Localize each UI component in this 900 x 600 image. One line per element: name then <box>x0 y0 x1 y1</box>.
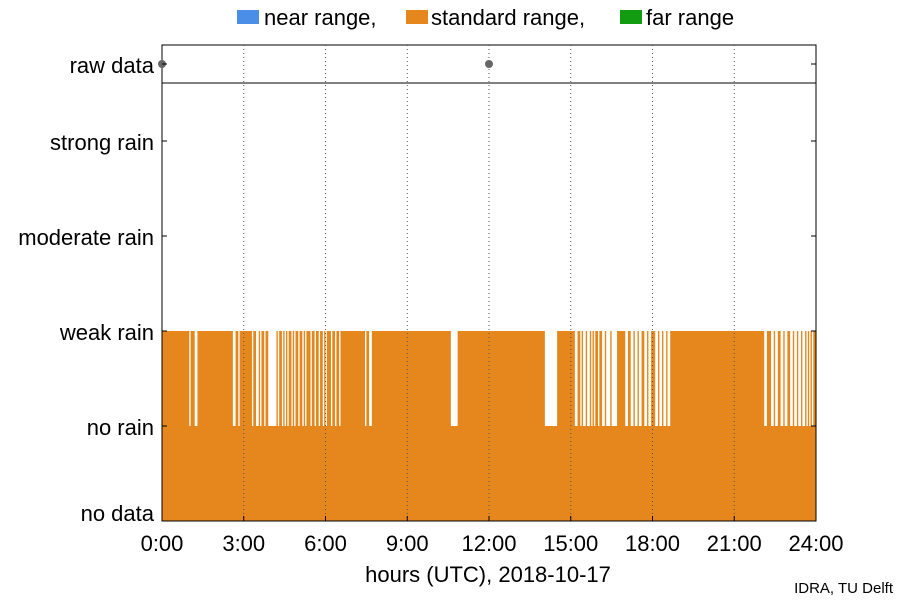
bar-weak-rain <box>599 331 603 426</box>
x-tick-label: 9:00 <box>386 531 429 556</box>
y-tick-label: no data <box>81 501 155 526</box>
bar-weak-rain <box>787 331 791 426</box>
bar-weak-rain <box>295 331 299 426</box>
bar-weak-rain <box>670 331 765 426</box>
x-tick-label: 18:00 <box>625 531 680 556</box>
bar-weak-rain <box>283 331 285 426</box>
grid-lines <box>243 45 735 521</box>
bar-weak-rain <box>258 331 261 426</box>
bar-weak-rain <box>581 331 584 426</box>
bar-weak-rain <box>315 331 319 426</box>
bar-weak-rain <box>190 331 195 426</box>
raw-data-label: raw data <box>70 53 155 78</box>
bar-weak-rain <box>805 331 807 426</box>
bar-weak-rain <box>617 331 626 426</box>
bar-weak-rain <box>777 331 781 426</box>
bar-weak-rain <box>604 331 607 426</box>
legend-label-near-range: near range, <box>264 5 377 30</box>
bar-weak-rain <box>285 331 288 426</box>
y-tick-label: moderate rain <box>18 225 154 250</box>
legend-label-standard-range: standard range, <box>431 5 585 30</box>
y-tick-label: weak rain <box>59 320 154 345</box>
bar-weak-rain <box>276 331 278 426</box>
bar-weak-rain <box>332 331 336 426</box>
bar-weak-rain <box>340 331 366 426</box>
bar-weak-rain <box>633 331 635 426</box>
bar-weak-rain <box>657 331 660 426</box>
bar-weak-rain <box>235 331 239 426</box>
bar-weak-rain <box>641 331 645 426</box>
legend: near range, standard range, far range <box>237 5 734 30</box>
x-tick-label: 12:00 <box>461 531 516 556</box>
bar-weak-rain <box>577 331 581 426</box>
bar-weak-rain <box>336 331 340 426</box>
bar-weak-rain <box>320 331 323 426</box>
legend-swatch-near-range <box>237 10 259 24</box>
bar-weak-rain <box>662 331 664 426</box>
bar-weak-rain <box>239 331 252 426</box>
y-tick-label: no rain <box>87 415 154 440</box>
bar-weak-rain <box>666 331 668 426</box>
bar-weak-rain <box>371 331 451 426</box>
bar-weak-rain <box>311 331 315 426</box>
bar-weak-rain <box>801 331 803 426</box>
y-axis: no data no rain weak rain moderate rain stro… <box>18 63 816 526</box>
bar-weak-rain <box>792 331 795 426</box>
bar-weak-rain <box>595 331 598 426</box>
bar-weak-rain <box>197 331 233 426</box>
bar-weak-rain <box>279 331 282 426</box>
y-tick-label: strong rain <box>50 130 154 155</box>
x-tick-label: 3:00 <box>222 531 265 556</box>
bar-weak-rain <box>773 331 776 426</box>
bar-weak-rain <box>813 331 816 426</box>
bar-weak-rain <box>589 331 592 426</box>
bar-weak-rain <box>265 331 269 426</box>
x-axis: 0:00 3:00 6:00 9:00 12:00 15:00 18:00 21:00 24:0… <box>141 516 844 556</box>
legend-label-far-range: far range <box>646 5 734 30</box>
bar-weak-rain <box>585 331 588 426</box>
bar-weak-rain <box>366 331 370 426</box>
bar-weak-rain <box>303 331 306 426</box>
raw-data-panel: raw data <box>70 44 817 84</box>
bar-weak-rain <box>637 331 639 426</box>
bar-weak-rain <box>557 331 575 426</box>
bar-weak-rain <box>766 331 772 426</box>
x-tick-label: 21:00 <box>707 531 762 556</box>
bar-weak-rain <box>306 331 311 426</box>
x-tick-label: 24:00 <box>788 531 843 556</box>
x-axis-label: hours (UTC), 2018-10-17 <box>365 562 611 587</box>
credit-label: IDRA, TU Delft <box>794 580 894 597</box>
bar-weak-rain <box>162 331 190 426</box>
x-tick-label: 6:00 <box>304 531 347 556</box>
bar-weak-rain <box>253 331 257 426</box>
bar-weak-rain <box>810 331 812 426</box>
bar-weak-rain <box>627 331 631 426</box>
bar-weak-rain <box>783 331 785 426</box>
bar-weak-rain <box>807 331 810 426</box>
legend-swatch-standard-range <box>406 10 428 24</box>
x-tick-label: 0:00 <box>141 531 184 556</box>
bar-weak-rain <box>457 331 545 426</box>
bar-weak-rain <box>647 331 649 426</box>
legend-swatch-far-range <box>620 10 642 24</box>
bar-weak-rain <box>326 331 331 426</box>
bar-weak-rain <box>324 331 326 426</box>
bar-weak-rain <box>288 331 292 426</box>
bar-weak-rain <box>592 331 594 426</box>
bar-weak-rain <box>796 331 799 426</box>
x-tick-label: 15:00 <box>543 531 598 556</box>
bar-weak-rain <box>299 331 303 426</box>
bar-weak-rain <box>292 331 295 426</box>
bar-weak-rain <box>610 331 612 426</box>
bar-weak-rain <box>651 331 656 426</box>
raw-data-point <box>485 60 493 68</box>
bar-weak-rain <box>261 331 265 426</box>
